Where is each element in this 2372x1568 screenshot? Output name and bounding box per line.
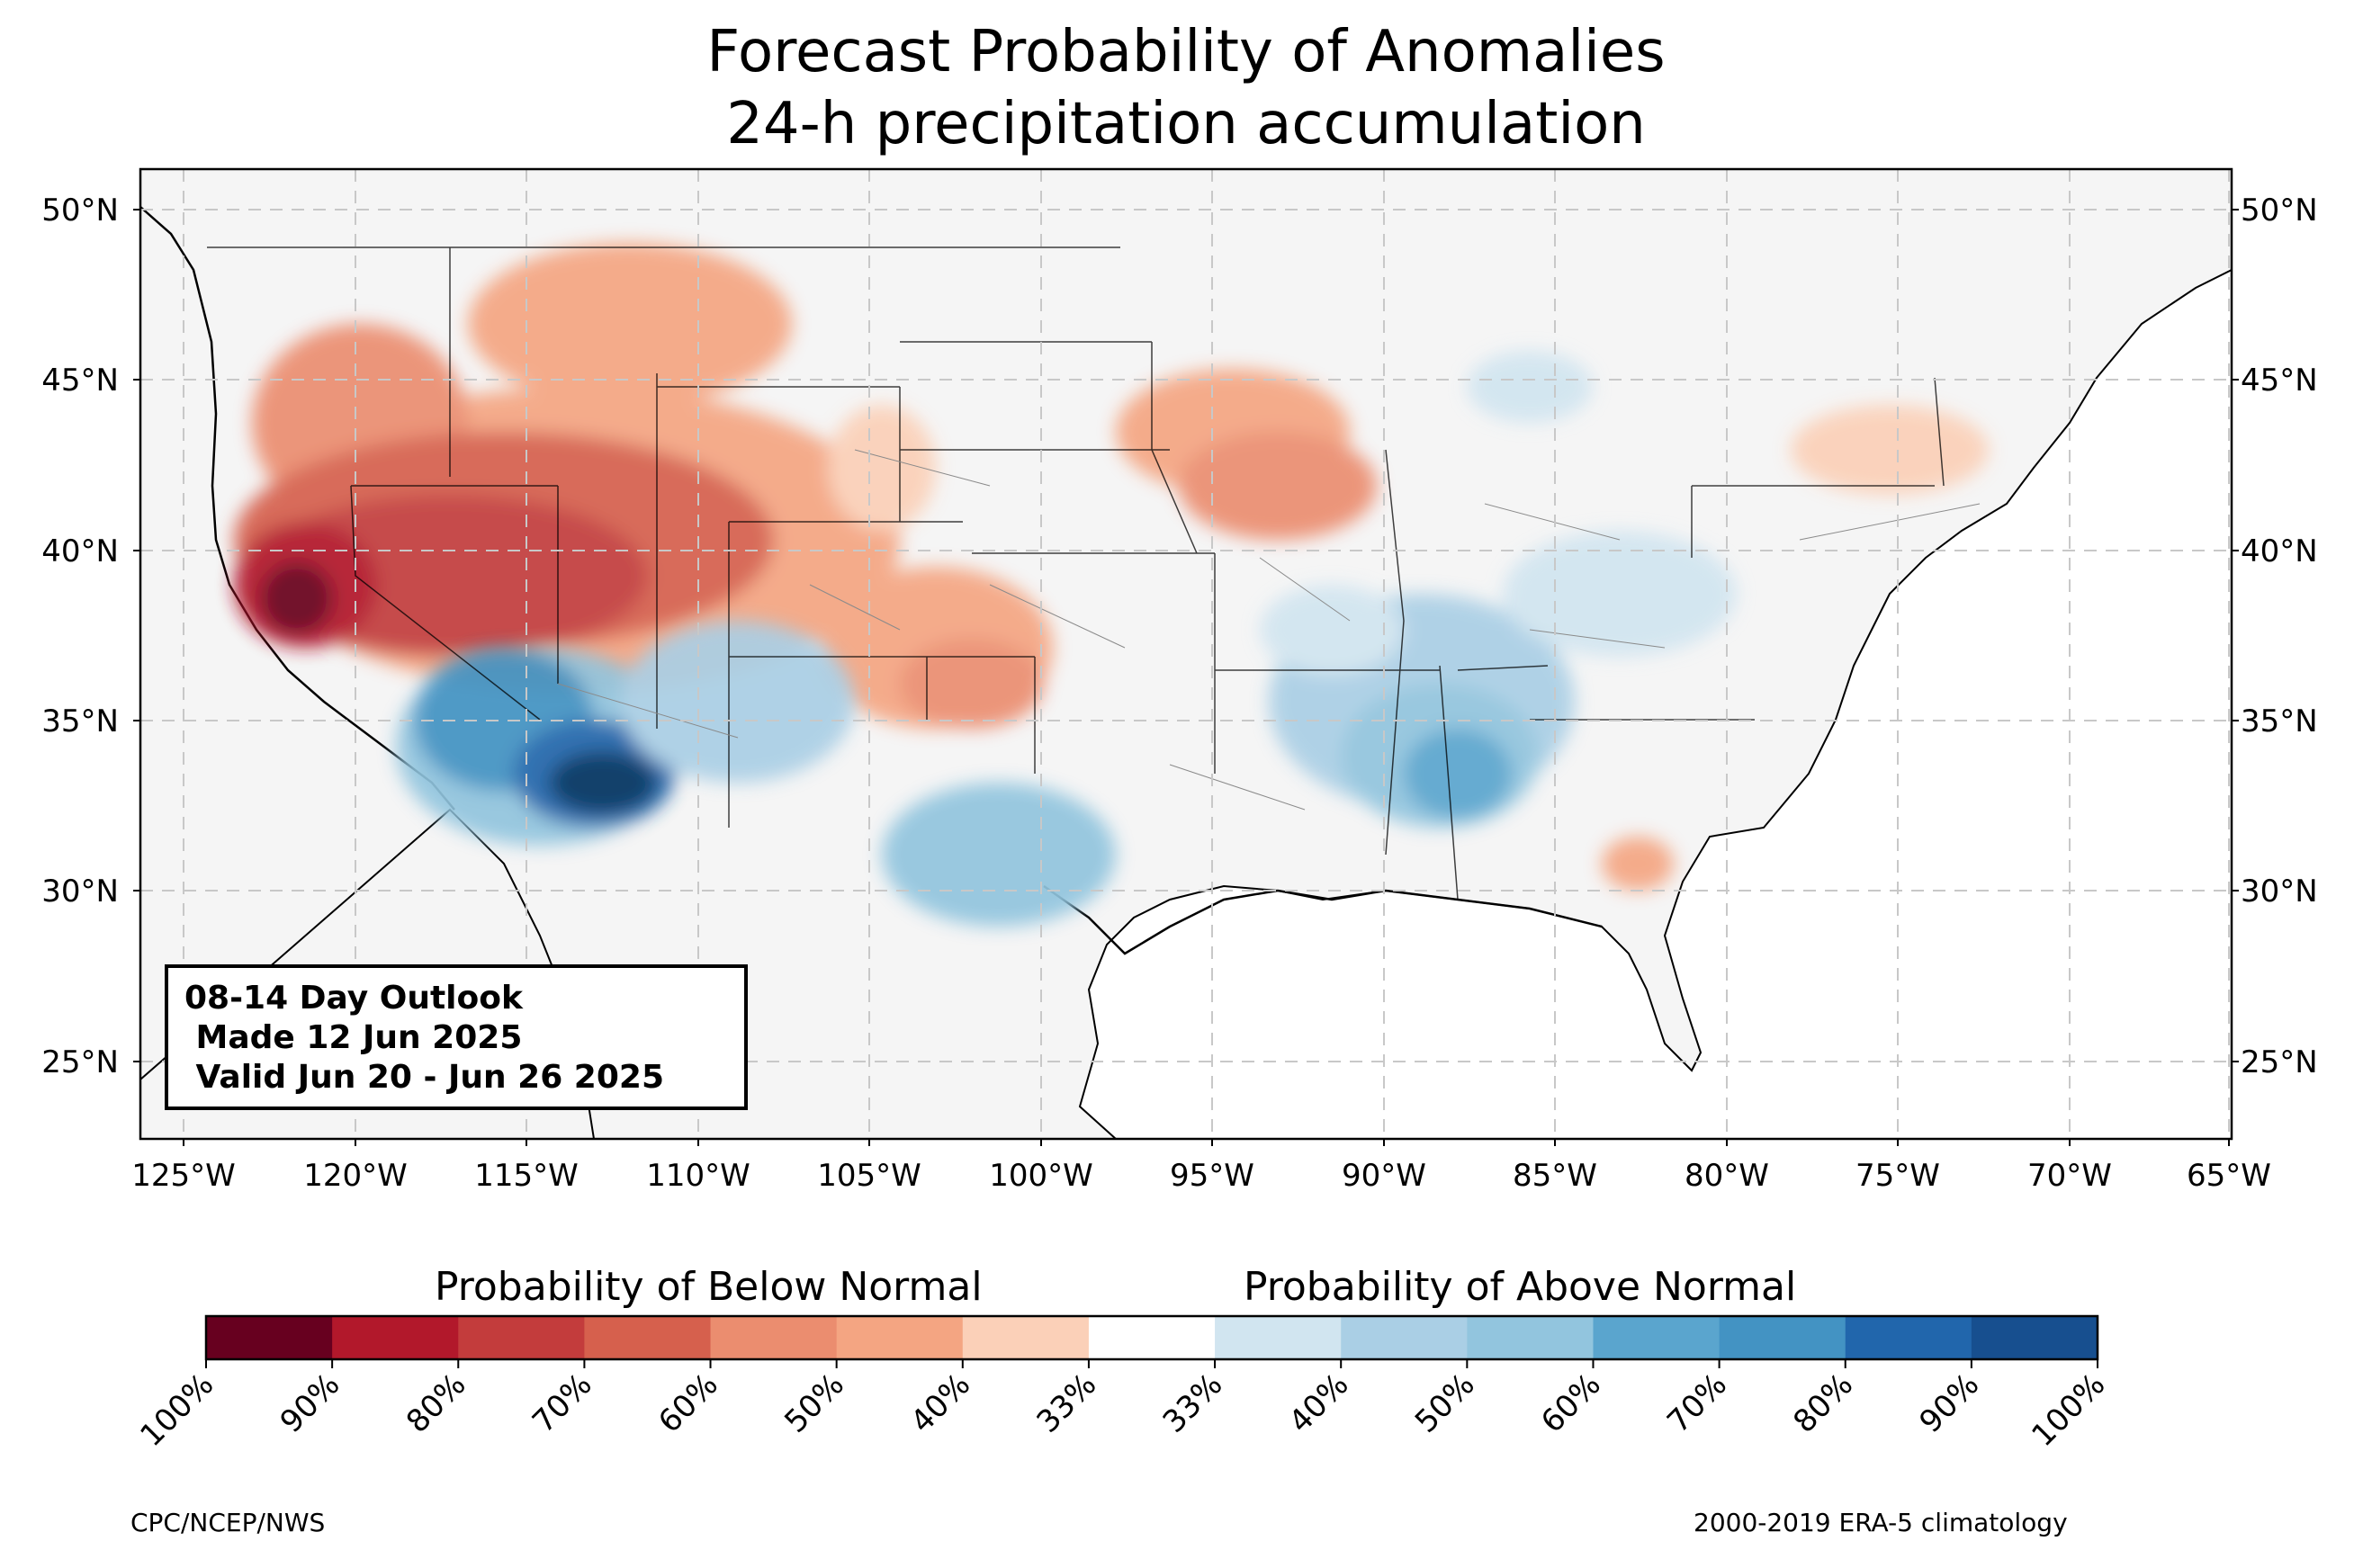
colorbar-segment [1088, 1316, 1216, 1359]
colorbar-segment [584, 1316, 712, 1359]
colorbar-tick-label: 60% [1534, 1366, 1608, 1440]
lat-labels-left: 50°N 45°N 40°N 35°N 30°N 25°N [41, 193, 140, 1080]
colorbar-tick-label: 90% [274, 1366, 347, 1440]
colorbar-tick-label: 80% [400, 1366, 473, 1440]
colorbar-segment [1719, 1316, 1846, 1359]
lat-labels-right: 50°N 45°N 40°N 35°N 30°N 25°N [2232, 193, 2318, 1080]
above-normal-region [549, 751, 657, 814]
colorbar-above-title: Probability of Above Normal [1244, 1264, 1797, 1310]
colorbar-below-title: Probability of Below Normal [435, 1264, 983, 1310]
colorbar-tick-label: 50% [1408, 1366, 1482, 1440]
colorbar-segment [710, 1316, 838, 1359]
state-boundaries [207, 246, 1945, 900]
lat-label: 35°N [41, 703, 119, 739]
colorbar-tick-label: 100% [2025, 1366, 2112, 1454]
below-normal-region [828, 405, 936, 531]
lat-label: 50°N [41, 193, 119, 228]
lat-label: 30°N [41, 874, 119, 909]
lat-label: 25°N [2241, 1044, 2318, 1080]
colorbar-tick-label: 70% [1660, 1366, 1734, 1440]
colorbar-segment [332, 1316, 459, 1359]
lat-label: 25°N [41, 1044, 119, 1080]
lon-label: 110°W [646, 1158, 750, 1194]
above-normal-region [621, 621, 855, 783]
below-normal-region [261, 562, 333, 634]
lon-label: 125°W [131, 1158, 236, 1194]
colorbar-segment [836, 1316, 964, 1359]
colorbar-tick-label: 100% [133, 1366, 220, 1454]
above-normal-region [882, 783, 1116, 927]
lat-label: 40°N [41, 533, 119, 569]
lat-label: 45°N [41, 363, 119, 399]
lon-label: 70°W [2027, 1158, 2112, 1194]
below-normal-region [1179, 432, 1377, 540]
coast-west [140, 206, 455, 811]
colorbar-tick-label: 90% [1913, 1366, 1987, 1440]
map-border [139, 167, 2233, 1141]
colorbar-segment [1971, 1316, 2098, 1359]
colorbar-segment [1467, 1316, 1594, 1359]
lon-label: 65°W [2187, 1158, 2271, 1194]
colorbar-tick-label: 33% [1156, 1366, 1230, 1440]
footer-climatology: 2000-2019 ERA-5 climatology [1694, 1508, 2068, 1537]
colorbar-tick-label: 33% [1030, 1366, 1104, 1440]
lat-label: 35°N [2241, 703, 2318, 739]
colorbar-segment [458, 1316, 585, 1359]
lon-label: 115°W [474, 1158, 579, 1194]
colorbar-tick-label: 70% [526, 1366, 599, 1440]
colorbar-segment [206, 1316, 333, 1359]
lon-label: 95°W [1170, 1158, 1254, 1194]
colorbar-segment [1341, 1316, 1468, 1359]
colorbar-tick-label: 50% [777, 1366, 851, 1440]
above-normal-region [1260, 585, 1404, 675]
lat-label: 30°N [2241, 874, 2318, 909]
below-normal-region [1602, 837, 1674, 891]
colorbar-tick-label: 40% [1282, 1366, 1356, 1440]
colorbar-tick-label: 40% [903, 1366, 977, 1440]
lon-label: 120°W [303, 1158, 408, 1194]
colorbar-segment [962, 1316, 1090, 1359]
colorbar-segment [1215, 1316, 1342, 1359]
graticule [140, 169, 2232, 1139]
colorbar-tick-label: 80% [1786, 1366, 1860, 1440]
footer-source: CPC/NCEP/NWS [130, 1508, 326, 1537]
lon-label: 90°W [1342, 1158, 1426, 1194]
lon-label: 100°W [989, 1158, 1093, 1194]
below-normal-region [468, 243, 792, 405]
lat-label: 40°N [2241, 533, 2318, 569]
lon-label: 75°W [1855, 1158, 1940, 1194]
colorbar-segment [1593, 1316, 1721, 1359]
coast-gulf [1043, 884, 1603, 955]
outlook-line1: 08-14 Day Outlook [184, 980, 523, 1017]
above-normal-region [1467, 351, 1593, 423]
colorbar-tick-label: 60% [651, 1366, 725, 1440]
lon-labels: 125°W 120°W 115°W 110°W 105°W 100°W 95°W 90°W 85… [131, 1139, 2271, 1194]
lon-label: 85°W [1513, 1158, 1597, 1194]
lon-label: 80°W [1685, 1158, 1769, 1194]
lat-label: 50°N [2241, 193, 2318, 228]
colorbar-outline [204, 1314, 2099, 1361]
below-normal-region [900, 639, 1044, 729]
colorbar-segment [1845, 1316, 1972, 1359]
outlook-info-box: 08-14 Day Outlook Made 12 Jun 2025 Valid… [165, 964, 748, 1110]
colorbar: 100% 90% 80% 70% 60% 50% 40% 33% 33% 40% 50% 60% 70%… [133, 1314, 2112, 1454]
below-normal-region [1791, 405, 1989, 495]
outlook-valid-range: Valid Jun 20 - Jun 26 2025 [184, 1059, 665, 1096]
county-lines [557, 449, 1981, 811]
outlook-made-date: Made 12 Jun 2025 [184, 1019, 523, 1056]
map-title-line1: Forecast Probability of Anomalies [706, 19, 1666, 85]
lat-label: 45°N [2241, 363, 2318, 399]
map-title-line2: 24-h precipitation accumulation [726, 91, 1646, 157]
above-normal-region [1404, 729, 1512, 819]
above-normal-region [1503, 531, 1737, 657]
lon-label: 105°W [817, 1158, 921, 1194]
